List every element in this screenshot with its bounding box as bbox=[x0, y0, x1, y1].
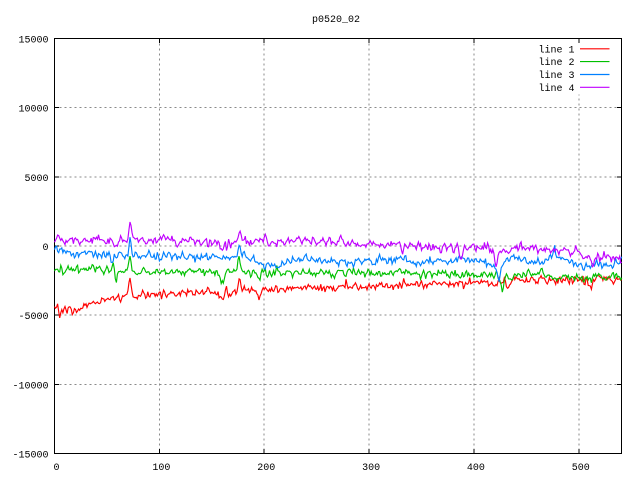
svg-text:p0520_02: p0520_02 bbox=[312, 15, 360, 26]
svg-text:0: 0 bbox=[53, 463, 59, 474]
svg-text:-5000: -5000 bbox=[18, 312, 48, 323]
svg-text:line 3: line 3 bbox=[538, 70, 574, 82]
svg-text:300: 300 bbox=[362, 463, 380, 474]
svg-text:line 2: line 2 bbox=[538, 57, 574, 69]
svg-text:0: 0 bbox=[42, 243, 48, 254]
svg-text:500: 500 bbox=[572, 463, 590, 474]
svg-text:400: 400 bbox=[467, 463, 485, 474]
svg-text:15000: 15000 bbox=[18, 36, 48, 47]
svg-text:100: 100 bbox=[152, 463, 170, 474]
svg-text:5000: 5000 bbox=[24, 174, 48, 185]
svg-text:10000: 10000 bbox=[18, 105, 48, 116]
svg-text:-10000: -10000 bbox=[12, 381, 48, 392]
svg-text:200: 200 bbox=[257, 463, 275, 474]
svg-text:line 1: line 1 bbox=[538, 44, 574, 56]
svg-text:-15000: -15000 bbox=[12, 451, 48, 462]
svg-text:line 4: line 4 bbox=[538, 83, 574, 95]
